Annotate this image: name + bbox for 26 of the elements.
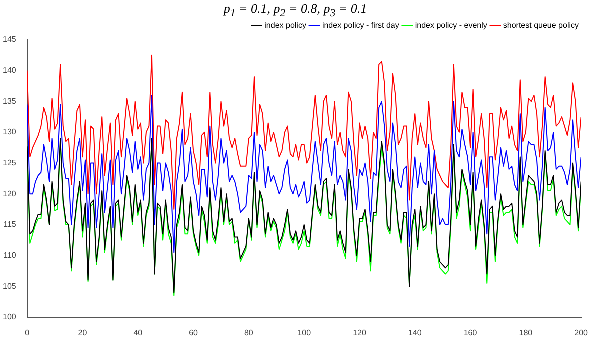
y-tick-label: 145 bbox=[2, 35, 17, 44]
x-tick-label: 160 bbox=[464, 328, 478, 338]
x-tick-label: 120 bbox=[353, 328, 367, 338]
legend-label: shortest queue policy bbox=[503, 21, 580, 30]
x-tick-label: 20 bbox=[78, 328, 88, 338]
x-tick-label: 40 bbox=[134, 328, 144, 338]
y-tick-label: 120 bbox=[2, 189, 17, 198]
y-tick-label: 115 bbox=[4, 220, 17, 230]
x-tick-label: 100 bbox=[298, 328, 312, 338]
x-tick-label: 200 bbox=[574, 328, 589, 338]
y-tick-label: 100 bbox=[2, 312, 17, 322]
y-tick-label: 130 bbox=[2, 128, 17, 137]
x-tick-label: 140 bbox=[408, 328, 422, 338]
x-tick-label: 0 bbox=[25, 328, 30, 338]
y-tick-label: 125 bbox=[2, 158, 17, 168]
chart-title: p$_{1}$ = 0.1, p$_{2}$ = 0.8, p$_{3}$ = 0.1 bbox=[222, 0, 368, 20]
legend-label: index policy - first day bbox=[322, 21, 400, 30]
legend-label: index policy bbox=[264, 21, 306, 30]
y-tick-label: 140 bbox=[2, 66, 17, 76]
y-tick-label: 110 bbox=[4, 250, 17, 260]
x-tick-label: 60 bbox=[189, 328, 199, 338]
y-tick-label: 135 bbox=[2, 96, 17, 106]
x-tick-label: 180 bbox=[519, 328, 534, 338]
x-tick-label: 80 bbox=[244, 328, 254, 338]
y-tick-label: 105 bbox=[2, 282, 17, 291]
legend-label: index policy - evenly bbox=[415, 21, 488, 30]
